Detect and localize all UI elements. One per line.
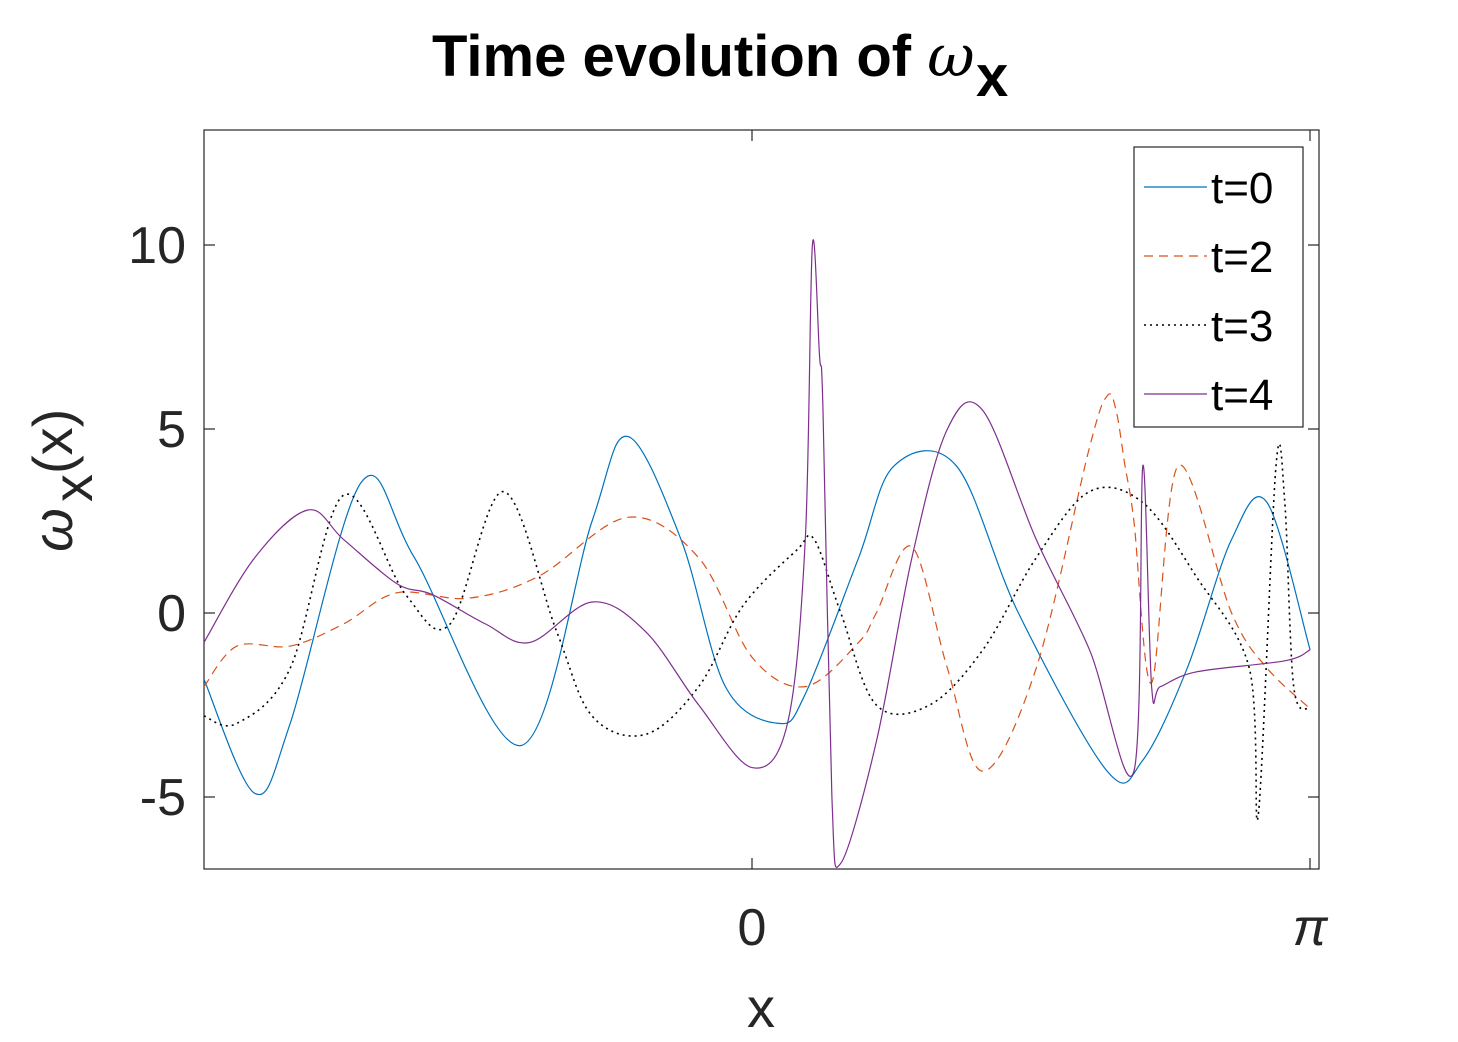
series-line-t-3	[203, 443, 1311, 822]
chart-title: Time evolution of ω x	[432, 22, 1008, 109]
y-tick-label: 0	[157, 585, 186, 643]
legend-label: t=0	[1211, 164, 1273, 213]
legend-label: t=3	[1211, 302, 1273, 351]
y-axis-label-subscript: x	[41, 474, 104, 502]
legend: t=0 t=2 t=3 t=4	[1133, 146, 1304, 428]
chart-title-subscript: x	[976, 44, 1008, 109]
axis-ticks: -5 0 5 10 0 π	[128, 130, 1329, 957]
y-axis-label: ω x(x)	[21, 409, 104, 552]
y-tick-label: 10	[128, 217, 186, 275]
legend-box	[1133, 146, 1304, 428]
series-line-t-0	[203, 435, 1311, 796]
plot-area	[203, 129, 1320, 870]
chart-title-main: Time evolution of	[432, 24, 927, 89]
chart-title-text: Time evolution of ω	[432, 22, 974, 90]
x-tick-label: 0	[738, 899, 767, 957]
series-lines	[203, 239, 1311, 868]
series-line-t-4	[203, 239, 1311, 868]
legend-label: t=2	[1211, 233, 1273, 282]
chart-title-omega: ω	[927, 22, 974, 90]
y-tick-label: -5	[140, 769, 186, 827]
y-axis-label-suffix: (x)	[21, 409, 84, 474]
x-tick-label: π	[1293, 899, 1329, 957]
legend-label: t=4	[1211, 371, 1273, 420]
y-tick-label: 5	[157, 401, 186, 459]
y-axis-label-omega: ω	[21, 508, 84, 552]
x-axis-label: x	[747, 976, 775, 1039]
